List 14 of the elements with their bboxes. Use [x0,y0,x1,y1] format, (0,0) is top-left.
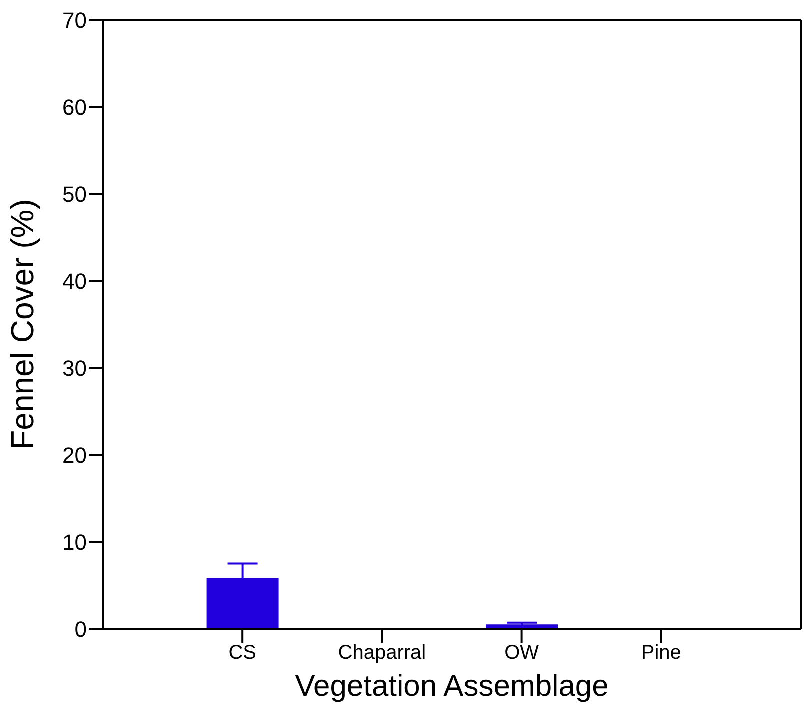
x-axis-title: Vegetation Assemblage [295,670,609,703]
y-tick-label: 30 [62,356,87,381]
y-tick-label: 10 [62,530,87,555]
y-tick-label: 60 [62,94,87,120]
x-tick-label: Pine [641,642,682,664]
y-tick-label: 20 [62,442,87,468]
y-tick-label: 70 [62,8,87,33]
y-tick-label: 0 [74,616,87,642]
y-tick-label: 40 [62,268,87,294]
x-tick-label: Chaparral [338,642,426,664]
x-tick-label: OW [504,642,540,664]
y-axis-title: Fennel Cover (%) [4,199,40,450]
y-tick-label: 50 [62,182,87,207]
x-tick-label: CS [228,642,256,664]
